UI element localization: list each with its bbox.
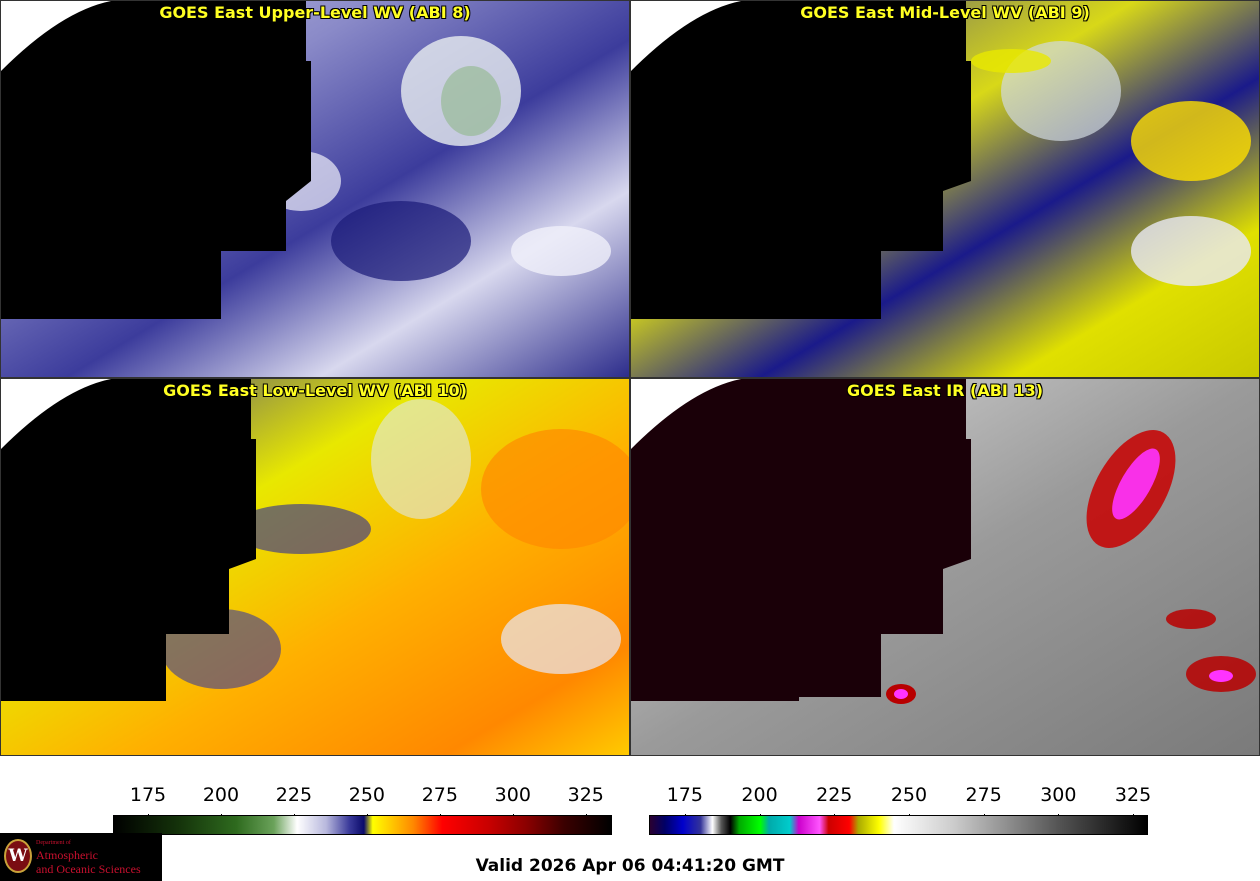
map-low-wv [1, 379, 629, 755]
panel-mid-wv: GOES East Mid-Level WV (ABI 9) [630, 0, 1260, 378]
colorbar-tick-label: 250 [890, 784, 928, 806]
colorbar-tick-label: 250 [348, 784, 386, 806]
panel-low-wv: GOES East Low-Level WV (ABI 10) [0, 378, 630, 756]
colorbar-tick-label: 200 [741, 784, 778, 806]
colorbar-tick-label: 300 [494, 784, 531, 806]
panel-upper-wv: GOES East Upper-Level WV (ABI 8) [0, 0, 630, 378]
logo-name-line1: Atmospheric [36, 848, 98, 862]
valid-time: Valid 2026 Apr 06 04:41:20 GMT [475, 856, 785, 876]
map-upper-wv [1, 1, 629, 377]
aos-logo: W Department of Atmospheric and Oceanic … [0, 833, 162, 881]
colorbar-tick-label: 225 [275, 784, 313, 806]
panel-title: GOES East Low-Level WV (ABI 10) [163, 381, 467, 400]
map-mid-wv [631, 1, 1259, 377]
uw-seal-icon: W [4, 839, 32, 873]
colorbar-tick-label: 325 [567, 784, 604, 806]
panel-title: GOES East Upper-Level WV (ABI 8) [159, 3, 471, 22]
colorbar-tick-label: 175 [666, 784, 703, 806]
colorbar-tick-label: 275 [965, 784, 1002, 806]
wv-colorbar-ticks: 175 200 225 250 275 300 325 [113, 784, 612, 824]
colorbar-tick-label: 200 [202, 784, 240, 806]
panel-ir: GOES East IR (ABI 13) [630, 378, 1260, 756]
panel-title: GOES East Mid-Level WV (ABI 9) [800, 3, 1090, 22]
panel-title: GOES East IR (ABI 13) [846, 381, 1044, 400]
colorbar-tick-label: 225 [816, 784, 853, 806]
colorbar-tick-label: 175 [129, 784, 167, 806]
wv-colorbar [113, 815, 612, 835]
ir-colorbar-ticks: 175 200 225 250 275 300 325 [649, 784, 1152, 824]
ir-colorbar [649, 815, 1148, 835]
logo-name-line2: and Oceanic Sciences [36, 862, 141, 876]
logo-dept-line: Department of [36, 840, 71, 846]
colorbar-tick-label: 300 [1040, 784, 1077, 806]
colorbar-tick-label: 325 [1114, 784, 1152, 806]
colorbar-tick-label: 275 [421, 784, 458, 806]
map-ir [631, 379, 1259, 755]
